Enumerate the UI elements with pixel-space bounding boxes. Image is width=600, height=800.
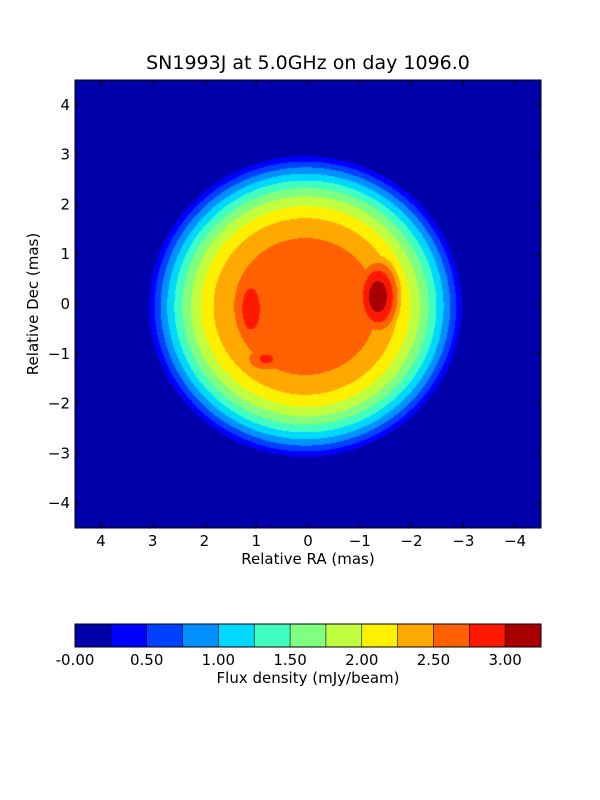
x-tick-label: −4	[504, 532, 526, 550]
y-tick-label: −1	[48, 345, 70, 363]
colorbar-ticks: -0.00 0.50 1.00 1.50 2.00 2.50 3.00	[56, 651, 522, 669]
y-tick-label: 4	[60, 96, 70, 114]
y-tick-label: 1	[60, 245, 70, 263]
colorbar-tick-label: 2.50	[417, 651, 450, 669]
x-tick-label: 4	[96, 532, 106, 550]
y-axis-label: Relative Dec (mas)	[24, 233, 42, 375]
colorbar-swatch	[182, 624, 219, 647]
x-tick-label: −1	[349, 532, 371, 550]
x-tick-label: 0	[303, 532, 313, 550]
colorbar-tick-label: 0.50	[130, 651, 163, 669]
x-tick-label: 1	[251, 532, 261, 550]
y-tick-label: 3	[60, 146, 70, 164]
x-axis-label: Relative RA (mas)	[241, 550, 374, 568]
colorbar-swatches	[75, 624, 542, 647]
contour-plot: 4 3 2 1 0 −1 −2 −3 −4 −4 −3 −2 −1 0 1 2 3 4	[48, 79, 542, 550]
colorbar-tick-label: 1.00	[202, 651, 235, 669]
colorbar-tick-label: 2.00	[345, 651, 378, 669]
y-tick-label: −4	[48, 494, 70, 512]
x-tick-label: 3	[148, 532, 158, 550]
y-tick-label: −2	[48, 395, 70, 413]
colorbar-frame	[74, 623, 542, 648]
colorbar-swatch	[254, 624, 291, 647]
x-tick-label: −2	[400, 532, 422, 550]
x-tick-label: 2	[200, 532, 210, 550]
colorbar-swatch	[361, 624, 399, 647]
colorbar-swatch	[290, 624, 327, 647]
colorbar-swatch	[110, 624, 148, 647]
colorbar-swatch	[325, 624, 363, 647]
colorbar-swatch	[397, 624, 434, 647]
colorbar-label: Flux density (mJy/beam)	[217, 669, 400, 687]
x-ticks: 4 3 2 1 0 −1 −2 −3 −4	[96, 80, 526, 550]
colorbar-swatch	[469, 624, 506, 647]
colorbar-swatch	[218, 624, 255, 647]
colorbar-tick-label: -0.00	[56, 651, 95, 669]
colorbar-tick-label: 1.50	[273, 651, 306, 669]
chart-title: SN1993J at 5.0GHz on day 1096.0	[146, 52, 470, 74]
y-tick-label: −3	[48, 444, 70, 462]
colorbar-swatch	[433, 624, 470, 647]
y-tick-label: 0	[60, 295, 70, 313]
colorbar-swatch	[505, 624, 542, 647]
x-tick-label: −3	[452, 532, 474, 550]
colorbar-swatch	[75, 624, 112, 647]
y-tick-label: 2	[60, 195, 70, 213]
y-ticks: −4 −3 −2 −1 0 1 2 3 4	[48, 96, 541, 512]
contour-map	[75, 80, 541, 528]
colorbar-tick-label: 3.00	[488, 651, 521, 669]
colorbar: -0.00 0.50 1.00 1.50 2.00 2.50 3.00	[56, 623, 542, 669]
colorbar-swatch	[146, 624, 184, 647]
